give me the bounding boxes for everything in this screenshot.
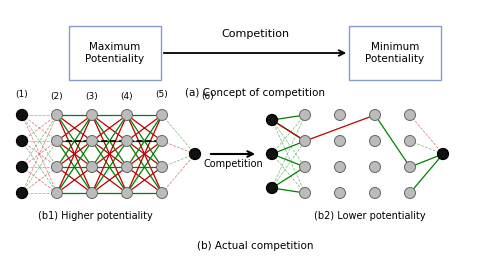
Circle shape: [300, 135, 310, 146]
Text: (5): (5): [156, 90, 168, 99]
Circle shape: [266, 149, 278, 159]
Circle shape: [16, 135, 28, 146]
Circle shape: [86, 161, 98, 173]
Circle shape: [86, 188, 98, 199]
Circle shape: [438, 149, 448, 159]
Circle shape: [334, 135, 345, 146]
Text: Competition: Competition: [203, 159, 263, 169]
Circle shape: [300, 109, 310, 120]
Circle shape: [156, 135, 168, 146]
Circle shape: [404, 109, 415, 120]
Circle shape: [404, 135, 415, 146]
Circle shape: [334, 188, 345, 199]
Circle shape: [122, 109, 132, 120]
Circle shape: [156, 109, 168, 120]
Text: Competition: Competition: [221, 29, 289, 39]
Text: (b1) Higher potentiality: (b1) Higher potentiality: [38, 211, 152, 221]
Text: (1): (1): [16, 90, 28, 99]
Circle shape: [52, 135, 62, 146]
Circle shape: [52, 109, 62, 120]
Text: (3): (3): [86, 92, 98, 101]
Circle shape: [266, 183, 278, 194]
Circle shape: [122, 188, 132, 199]
Text: (b) Actual competition: (b) Actual competition: [197, 241, 313, 251]
Circle shape: [52, 188, 62, 199]
Circle shape: [370, 188, 380, 199]
Circle shape: [300, 161, 310, 173]
Circle shape: [16, 161, 28, 173]
Circle shape: [266, 114, 278, 125]
Circle shape: [122, 135, 132, 146]
Circle shape: [86, 135, 98, 146]
Circle shape: [122, 161, 132, 173]
Circle shape: [52, 161, 62, 173]
Text: (b2) Lower potentiality: (b2) Lower potentiality: [314, 211, 426, 221]
Circle shape: [334, 109, 345, 120]
Circle shape: [334, 161, 345, 173]
Text: Minimum
Potentiality: Minimum Potentiality: [366, 42, 424, 64]
Text: (6): (6): [201, 92, 214, 101]
Circle shape: [16, 188, 28, 199]
Text: (4): (4): [120, 92, 134, 101]
Circle shape: [404, 188, 415, 199]
Circle shape: [156, 188, 168, 199]
Circle shape: [156, 161, 168, 173]
Circle shape: [190, 149, 200, 159]
Circle shape: [370, 161, 380, 173]
Circle shape: [404, 161, 415, 173]
Circle shape: [370, 109, 380, 120]
Text: Maximum
Potentiality: Maximum Potentiality: [86, 42, 144, 64]
Circle shape: [370, 135, 380, 146]
Circle shape: [16, 109, 28, 120]
Circle shape: [300, 188, 310, 199]
FancyBboxPatch shape: [349, 26, 441, 80]
Text: (2): (2): [50, 92, 64, 101]
FancyBboxPatch shape: [69, 26, 161, 80]
Circle shape: [86, 109, 98, 120]
Text: (a) Concept of competition: (a) Concept of competition: [185, 88, 325, 98]
